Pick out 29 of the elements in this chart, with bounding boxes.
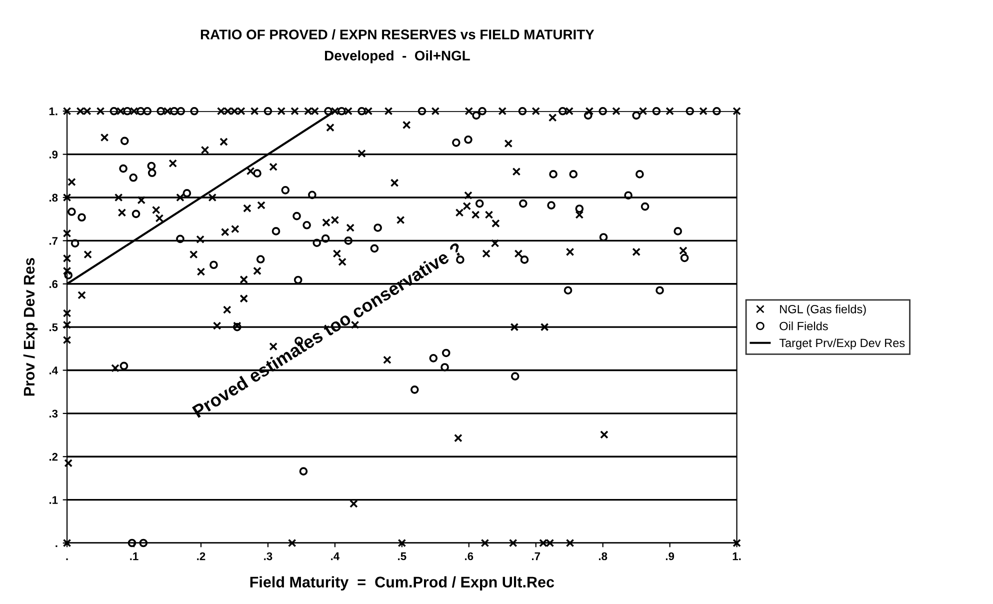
chart-subtitle: Developed - Oil+NGL <box>325 50 470 64</box>
y-tick-label: .9 <box>49 150 58 158</box>
y-tick-label: .8 <box>49 194 58 202</box>
y-tick-label: .7 <box>49 237 58 245</box>
x-tick-label: . <box>66 558 68 560</box>
y-tick-label: .2 <box>49 452 58 461</box>
x-tick-label: .4 <box>331 552 340 560</box>
x-tick-label: .6 <box>465 552 474 560</box>
x-tick-label: .3 <box>264 552 272 560</box>
legend-label: Target Prv/Exp Dev Res <box>779 338 905 350</box>
x-tick-label: .7 <box>532 552 540 560</box>
y-tick-label: 1. <box>49 108 58 116</box>
x-tick-label: 1. <box>732 552 741 560</box>
x-tick-label: .1 <box>130 552 138 560</box>
x-tick-label: .2 <box>197 552 206 560</box>
y-tick-label: .6 <box>49 280 58 288</box>
y-axis-title: Prov / Exp Dev Res <box>23 258 38 396</box>
y-tick-label: .1 <box>49 496 58 504</box>
chart-title: RATIO OF PROVED / EXPN RESERVES vs FIELD MATURITY <box>200 29 594 40</box>
legend-label: Oil Fields <box>780 322 828 330</box>
legend-label: NGL (Gas fields) <box>780 304 866 316</box>
y-tick-label: .3 <box>49 410 58 418</box>
y-tick-label: .5 <box>49 323 58 332</box>
x-tick-label: .9 <box>666 552 674 560</box>
x-axis-title: Field Maturity = Cum.Prod / Expn Ult.Rec <box>250 576 554 591</box>
x-tick-label: .8 <box>598 552 608 560</box>
y-tick-label: .4 <box>49 366 58 374</box>
x-tick-label: .5 <box>398 552 406 560</box>
y-tick-label: . <box>56 545 58 548</box>
